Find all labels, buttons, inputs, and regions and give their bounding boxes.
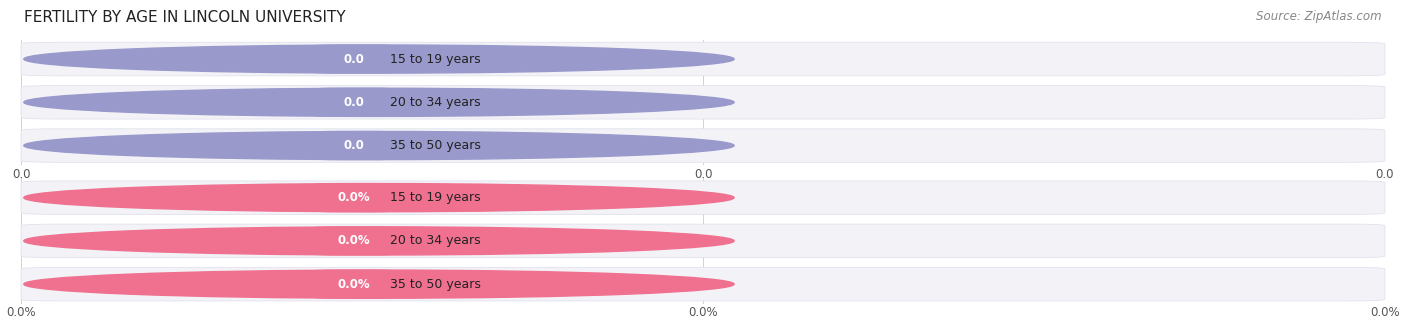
Circle shape bbox=[24, 88, 734, 116]
Text: 35 to 50 years: 35 to 50 years bbox=[389, 139, 481, 152]
FancyBboxPatch shape bbox=[21, 181, 1385, 214]
FancyBboxPatch shape bbox=[21, 129, 1385, 162]
Text: 35 to 50 years: 35 to 50 years bbox=[389, 278, 481, 291]
Text: 0.0: 0.0 bbox=[343, 52, 364, 66]
FancyBboxPatch shape bbox=[316, 226, 392, 256]
Text: 15 to 19 years: 15 to 19 years bbox=[389, 191, 481, 204]
Circle shape bbox=[24, 45, 734, 73]
FancyBboxPatch shape bbox=[21, 224, 1385, 258]
Circle shape bbox=[24, 131, 734, 160]
Text: 20 to 34 years: 20 to 34 years bbox=[389, 96, 481, 109]
Text: 0.0%: 0.0% bbox=[337, 191, 370, 204]
FancyBboxPatch shape bbox=[21, 267, 1385, 301]
Circle shape bbox=[24, 270, 734, 298]
Circle shape bbox=[24, 183, 734, 212]
FancyBboxPatch shape bbox=[316, 183, 392, 213]
Text: FERTILITY BY AGE IN LINCOLN UNIVERSITY: FERTILITY BY AGE IN LINCOLN UNIVERSITY bbox=[24, 10, 346, 25]
FancyBboxPatch shape bbox=[316, 269, 392, 299]
Text: Source: ZipAtlas.com: Source: ZipAtlas.com bbox=[1257, 10, 1382, 23]
FancyBboxPatch shape bbox=[21, 85, 1385, 119]
FancyBboxPatch shape bbox=[316, 131, 392, 160]
Text: 0.0: 0.0 bbox=[343, 96, 364, 109]
Text: 0.0%: 0.0% bbox=[337, 234, 370, 248]
Circle shape bbox=[24, 227, 734, 255]
FancyBboxPatch shape bbox=[21, 42, 1385, 76]
FancyBboxPatch shape bbox=[316, 44, 392, 74]
Text: 15 to 19 years: 15 to 19 years bbox=[389, 52, 481, 66]
Text: 20 to 34 years: 20 to 34 years bbox=[389, 234, 481, 248]
FancyBboxPatch shape bbox=[316, 87, 392, 117]
Text: 0.0%: 0.0% bbox=[337, 278, 370, 291]
Text: 0.0: 0.0 bbox=[343, 139, 364, 152]
